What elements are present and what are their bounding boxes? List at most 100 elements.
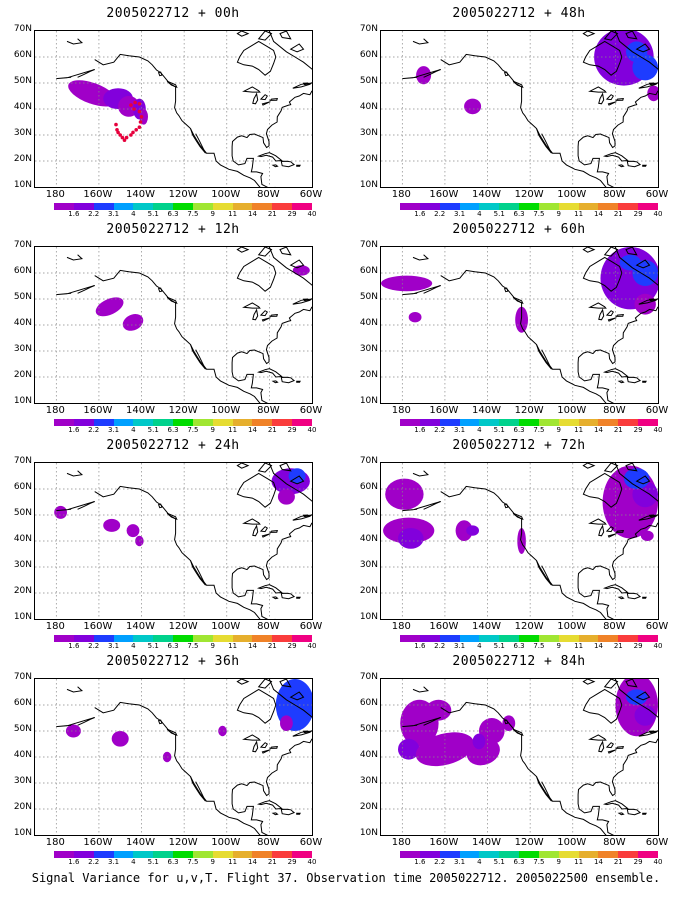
y-axis-label: 70N [359, 24, 378, 34]
colorbar-swatch [173, 203, 193, 210]
colorbar-label: 4 [131, 210, 136, 218]
track-point [132, 107, 136, 111]
y-axis-label: 20N [359, 802, 378, 812]
map-panel-48h: 2005022712 + 48h 70N 60N 50N 40N 30N 20N 10N 180… [346, 0, 692, 218]
x-axis-label: 180 [45, 621, 65, 632]
panel-title: 2005022712 + 60h [452, 222, 586, 237]
colorbar-swatch [292, 635, 312, 642]
y-axis-label: 30N [13, 344, 32, 354]
variance-blob [95, 297, 124, 317]
colorbar-swatch [272, 851, 293, 858]
x-axis-label: 160W [429, 621, 459, 632]
colorbar [400, 203, 658, 210]
colorbar-label: 3.1 [453, 642, 466, 650]
colorbar-swatch [73, 203, 94, 210]
map-svg [35, 247, 312, 403]
panel-title: 2005022712 + 00h [106, 6, 240, 21]
map-svg [35, 679, 312, 835]
colorbar-swatch [113, 635, 134, 642]
colorbar-swatch [252, 851, 273, 858]
colorbar-swatch [558, 203, 579, 210]
variance-blob [218, 725, 227, 737]
colorbar-swatch [638, 419, 658, 426]
colorbar [54, 635, 312, 642]
variance-field [54, 468, 310, 547]
x-axis-label: 100W [211, 405, 241, 416]
y-axis-label: 10N [13, 180, 32, 190]
x-axis-label: 100W [557, 621, 587, 632]
colorbar-swatch [558, 851, 579, 858]
y-axis-label: 20N [13, 802, 32, 812]
colorbar-label: 1.6 [68, 426, 80, 434]
track-point [137, 102, 142, 106]
colorbar-swatch [113, 203, 134, 210]
variance-blob [126, 524, 140, 538]
colorbar-label: 11 [228, 210, 238, 218]
map-svg [381, 679, 658, 835]
y-axis-label: 60N [13, 266, 32, 276]
y-axis-label: 60N [359, 482, 378, 492]
colorbar-swatch [519, 203, 539, 210]
colorbar-label: 6.3 [167, 642, 179, 650]
variance-blob [65, 724, 81, 738]
track-point [134, 128, 138, 132]
colorbar-label: 4 [477, 642, 482, 650]
x-axis-label: 60W [645, 405, 669, 416]
colorbar-label: 1.6 [414, 642, 426, 650]
panel-title: 2005022712 + 72h [452, 438, 586, 453]
colorbar-swatch [212, 419, 233, 426]
variance-blob [464, 98, 482, 115]
colorbar-label: 29 [633, 426, 643, 434]
colorbar-swatch [479, 203, 500, 210]
colorbar-label: 11 [228, 426, 238, 434]
map-frame [380, 246, 659, 404]
colorbar-label: 29 [633, 210, 643, 218]
colorbar-label: 7.5 [533, 210, 545, 218]
x-axis-label: 140W [472, 189, 502, 200]
variance-blob [647, 85, 658, 102]
colorbar-swatch [212, 851, 233, 858]
colorbar [400, 635, 658, 642]
variance-field [416, 31, 658, 115]
track-point [139, 115, 144, 119]
variance-blob [111, 731, 129, 747]
variance-blob [425, 699, 452, 721]
colorbar-label: 9 [210, 858, 215, 866]
colorbar-label: 7.5 [533, 858, 545, 866]
x-axis-label: 120W [168, 189, 198, 200]
colorbar-swatch [479, 635, 500, 642]
colorbar-label: 2.2 [434, 642, 446, 650]
colorbar-label: 14 [593, 210, 603, 218]
colorbar-swatch [192, 851, 213, 858]
colorbar-swatch [479, 851, 500, 858]
y-axis-label: 70N [13, 240, 32, 250]
map-panel-36h: 2005022712 + 36h 70N 60N 50N 40N 30N 20N 10N 180… [0, 648, 346, 866]
map-frame [34, 30, 313, 188]
colorbar-label: 2.2 [88, 426, 100, 434]
colorbar-label: 40 [307, 642, 317, 650]
colorbar-label: 5.1 [147, 426, 159, 434]
colorbar-label: 14 [247, 426, 257, 434]
x-axis-label: 60W [645, 189, 669, 200]
colorbar-label: 29 [287, 642, 297, 650]
colorbar-swatch [499, 419, 520, 426]
colorbar-label: 14 [247, 858, 257, 866]
map-svg [381, 463, 658, 619]
track-point [115, 128, 119, 132]
colorbar-label: 1.6 [68, 210, 80, 218]
y-axis-label: 40N [13, 102, 32, 112]
colorbar-label: 1.6 [414, 858, 426, 866]
x-axis-label: 120W [514, 405, 544, 416]
colorbar-swatch [153, 203, 174, 210]
x-axis-label: 140W [126, 189, 156, 200]
colorbar-swatch [519, 419, 539, 426]
grid-lines [35, 463, 312, 619]
colorbar-label: 40 [653, 858, 663, 866]
colorbar-swatch [292, 419, 312, 426]
colorbar-swatch [232, 851, 253, 858]
x-axis-label: 120W [514, 621, 544, 632]
map-panel-72h: 2005022712 + 72h 70N 60N 50N 40N 30N 20N 10N 180… [346, 432, 692, 650]
colorbar-swatch [153, 851, 174, 858]
track-point [138, 120, 143, 124]
variance-blob [398, 528, 424, 549]
